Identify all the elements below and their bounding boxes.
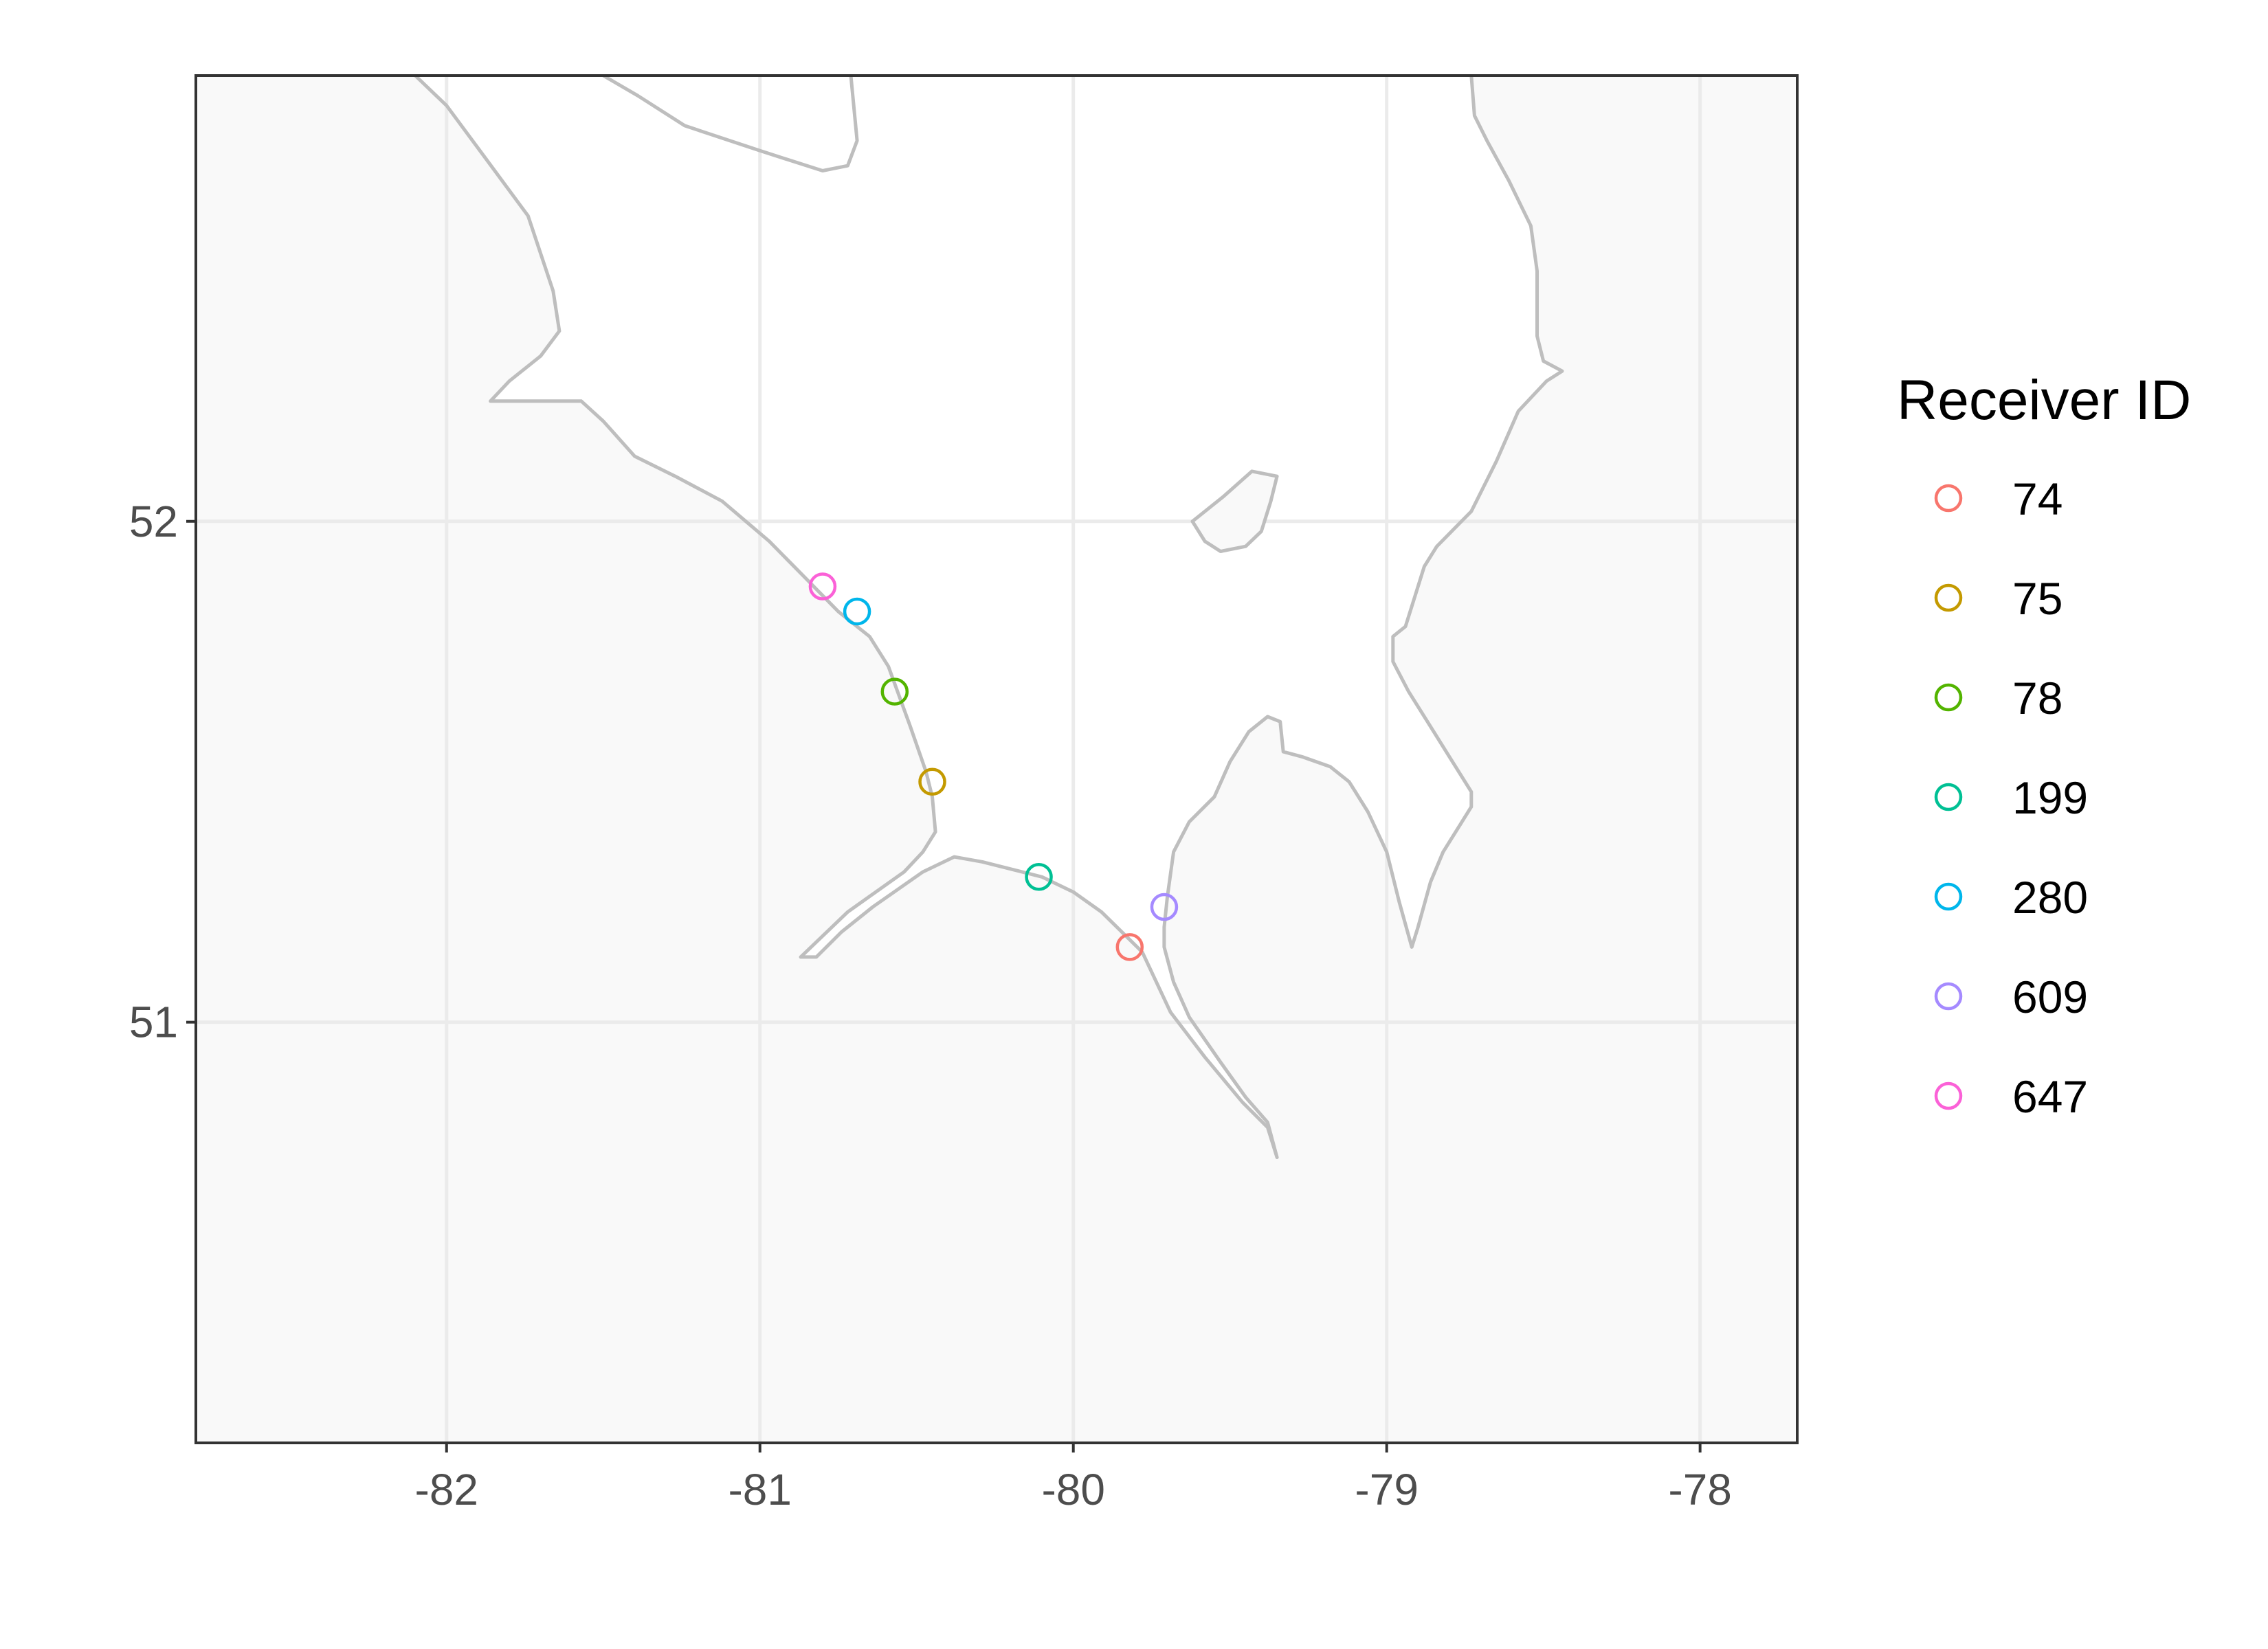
- y-tick-label: 52: [129, 497, 178, 546]
- receiver-point-647: [808, 572, 837, 601]
- legend-key-74: [1934, 484, 1963, 513]
- receiver-point-609: [1150, 893, 1179, 921]
- legend-label-75: 75: [2012, 573, 2063, 624]
- legend-key-647: [1934, 1081, 1963, 1110]
- legend-label-280: 280: [2012, 872, 2088, 923]
- x-tick-label: -80: [1041, 1465, 1105, 1514]
- panel-border: [194, 74, 1799, 1444]
- axes-layer: -82 -81 -80 -79 -78 51 52: [129, 497, 1732, 1514]
- akimiski-island: [1190, 469, 1279, 553]
- legend-key-199: [1934, 783, 1963, 811]
- receiver-points-layer: [808, 572, 1179, 961]
- upper-inlet-coastline: [602, 76, 859, 172]
- coastline-layer: [414, 76, 1564, 1159]
- water-layer: [415, 76, 1563, 1158]
- james-bay-coastline: [414, 76, 1564, 1159]
- x-tick-label: -81: [728, 1465, 792, 1514]
- x-tick-label: -82: [415, 1465, 479, 1514]
- legend-key-75: [1934, 583, 1963, 612]
- grid-layer: [196, 76, 1797, 1443]
- legend-key-609: [1934, 982, 1963, 1011]
- legend-title: Receiver ID: [1897, 369, 2191, 431]
- upper-inlet-water: [603, 76, 858, 171]
- legend-label-609: 609: [2012, 972, 2088, 1022]
- y-tick-label: 51: [129, 998, 178, 1047]
- james-bay-water: [415, 76, 1563, 1158]
- legend-label-199: 199: [2012, 772, 2088, 823]
- receiver-point-75: [918, 767, 946, 796]
- legend-label-647: 647: [2012, 1071, 2088, 1122]
- legend-key-280: [1934, 882, 1963, 911]
- legend-label-74: 74: [2012, 473, 2063, 524]
- x-tick-label: -78: [1668, 1465, 1732, 1514]
- legend-key-78: [1934, 683, 1963, 712]
- x-tick-label: -79: [1355, 1465, 1419, 1514]
- receiver-point-280: [843, 597, 871, 626]
- receiver-point-78: [880, 677, 909, 706]
- receiver-point-74: [1115, 933, 1144, 961]
- receiver-point-199: [1025, 863, 1053, 891]
- legend: Receiver ID 74 75 78 199 280 609 647: [1897, 369, 2191, 1122]
- island-layer: [1190, 469, 1279, 553]
- legend-label-78: 78: [2012, 673, 2063, 723]
